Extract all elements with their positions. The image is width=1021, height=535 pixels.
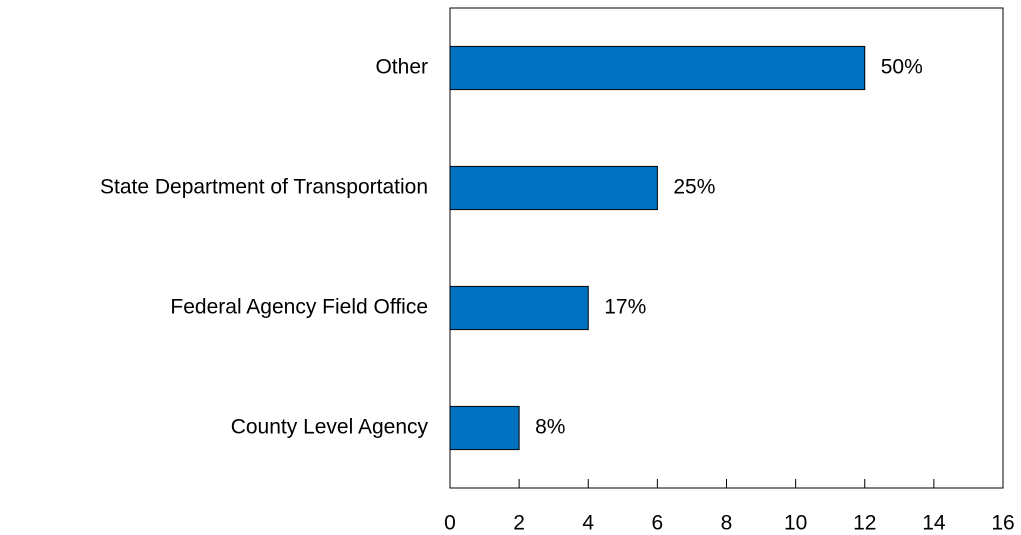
x-tick-label: 4 xyxy=(582,512,594,535)
y-tick-label: State Department of Transportation xyxy=(100,176,428,199)
bar xyxy=(449,45,866,91)
y-tick-label: Other xyxy=(375,56,428,79)
x-tick-label: 2 xyxy=(513,512,525,535)
value-label: 50% xyxy=(881,56,923,79)
y-tick-label: County Level Agency xyxy=(231,416,429,439)
x-tick-label: 0 xyxy=(444,512,456,535)
x-tick-label: 10 xyxy=(784,512,807,535)
value-label: 17% xyxy=(604,296,646,319)
x-tick-label: 14 xyxy=(922,512,946,535)
x-tick-label: 16 xyxy=(991,512,1014,535)
x-tick-label: 8 xyxy=(721,512,733,535)
x-tick-label: 6 xyxy=(652,512,664,535)
x-tick-label: 12 xyxy=(853,512,876,535)
bar xyxy=(449,285,589,331)
value-label: 8% xyxy=(535,416,565,439)
value-label: 25% xyxy=(673,176,715,199)
bar xyxy=(449,405,520,451)
bar xyxy=(449,165,658,211)
y-tick-label: Federal Agency Field Office xyxy=(170,296,428,319)
